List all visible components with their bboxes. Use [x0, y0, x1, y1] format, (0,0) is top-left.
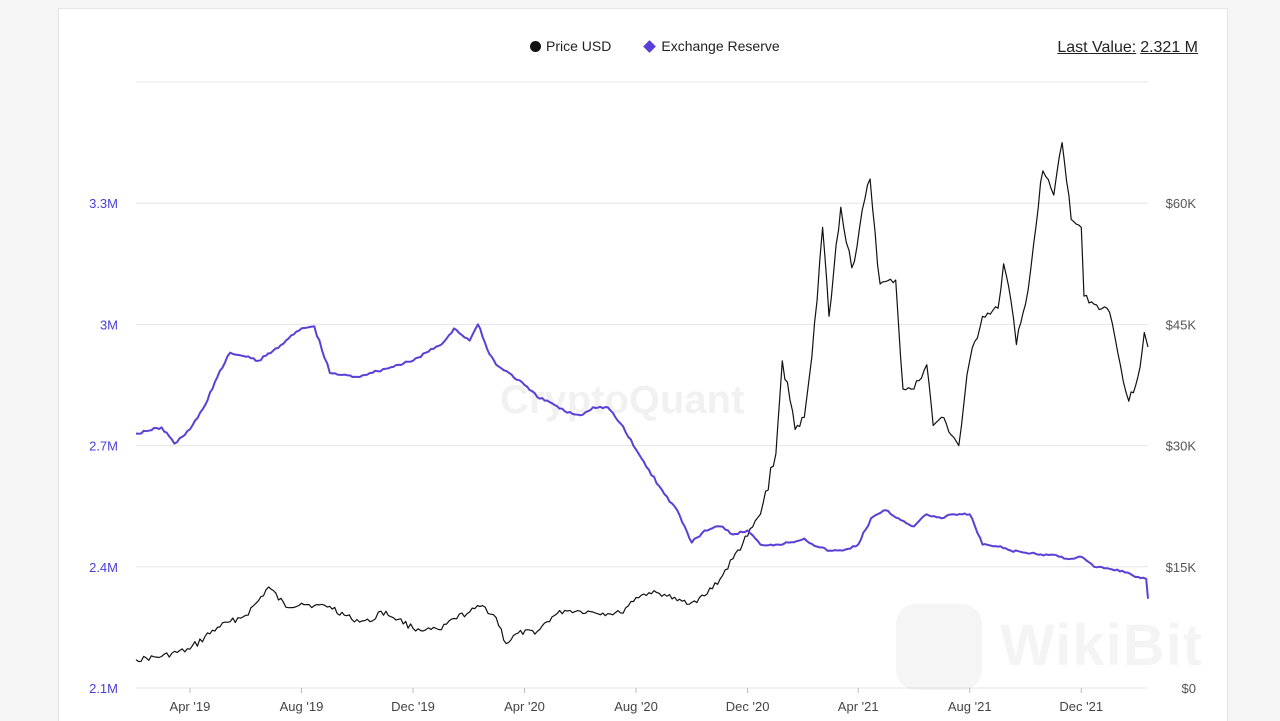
x-tick-label: Dec '19	[391, 699, 435, 714]
y-right-tick-label: $60K	[1166, 196, 1197, 211]
series-lines	[135, 142, 1149, 663]
x-tick-label: Apr '20	[504, 699, 545, 714]
x-tick-label: Aug '20	[614, 699, 658, 714]
last-value-number: 2.321 M	[1140, 39, 1198, 56]
legend-price-label: Price USD	[546, 38, 612, 54]
x-tick-label: Aug '21	[948, 699, 992, 714]
wikibit-watermark: WikiBit	[1000, 612, 1203, 679]
legend-reserve-label: Exchange Reserve	[661, 38, 780, 54]
legend-item-price[interactable]: Price USD	[530, 38, 611, 54]
grid-lines	[136, 81, 1148, 689]
series-line-price-usd	[135, 142, 1149, 663]
cryptoquant-watermark: CryptoQuant	[500, 378, 744, 422]
chart-legend: Price USD Exchange Reserve	[530, 38, 780, 54]
left-axis-ticks: 2.1M 2.4M 2.7M 3M 3.3M	[89, 196, 118, 696]
x-tick-label: Apr '19	[170, 699, 211, 714]
legend-item-reserve[interactable]: Exchange Reserve	[643, 38, 780, 54]
x-tick-label: Dec '21	[1059, 699, 1103, 714]
series-line-exchange-reserve	[135, 323, 1149, 599]
x-tick-label: Aug '19	[280, 699, 324, 714]
y-right-tick-label: $45K	[1166, 317, 1197, 332]
last-value-link[interactable]: Last Value: 2.321 M	[1057, 39, 1198, 57]
reserve-diamond-icon	[643, 39, 657, 53]
y-left-tick-label: 2.1M	[89, 681, 118, 696]
y-right-tick-label: $0	[1182, 681, 1196, 696]
y-left-tick-label: 3.3M	[89, 196, 118, 211]
x-tick-label: Apr '21	[838, 699, 879, 714]
y-left-tick-label: 2.4M	[89, 560, 118, 575]
chart-panel	[58, 8, 1228, 721]
x-axis-ticks: Apr '19 Aug '19 Dec '19 Apr '20 Aug '20 Dec '…	[170, 688, 1103, 714]
y-left-tick-label: 2.7M	[89, 439, 118, 454]
y-right-tick-label: $30K	[1166, 439, 1197, 454]
wikibit-logo-icon	[896, 604, 982, 690]
last-value-label: Last Value:	[1057, 39, 1137, 56]
right-axis-ticks: $0 $15K $30K $45K $60K	[1166, 196, 1197, 696]
price-circle-icon	[530, 40, 541, 52]
x-tick-label: Dec '20	[726, 699, 770, 714]
y-right-tick-label: $15K	[1166, 560, 1197, 575]
y-left-tick-label: 3M	[100, 317, 118, 332]
